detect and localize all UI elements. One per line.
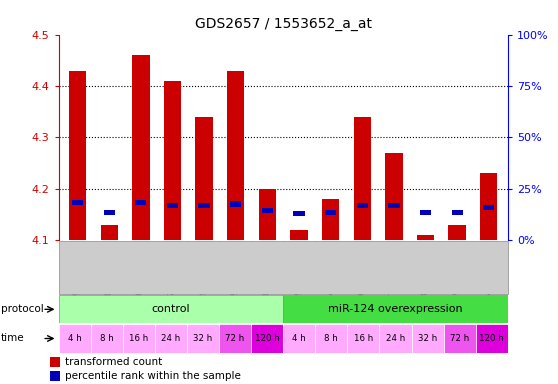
Text: control: control xyxy=(152,304,190,314)
Text: GSM143394: GSM143394 xyxy=(195,245,204,296)
Text: 120 h: 120 h xyxy=(255,334,280,343)
Bar xyxy=(475,324,508,353)
Text: GSM143388: GSM143388 xyxy=(100,245,109,296)
Text: miR-124 overexpression: miR-124 overexpression xyxy=(328,304,463,314)
Title: GDS2657 / 1553652_a_at: GDS2657 / 1553652_a_at xyxy=(195,17,372,31)
Bar xyxy=(290,230,307,240)
Text: 4 h: 4 h xyxy=(292,334,306,343)
Bar xyxy=(251,324,283,353)
Bar xyxy=(325,210,336,215)
Text: 24 h: 24 h xyxy=(161,334,180,343)
Bar xyxy=(385,153,403,240)
Bar xyxy=(132,55,150,240)
Text: 32 h: 32 h xyxy=(194,334,213,343)
Text: GSM143396: GSM143396 xyxy=(227,245,235,296)
Text: GSM143397: GSM143397 xyxy=(480,245,489,296)
Bar xyxy=(444,324,475,353)
Text: GSM143392: GSM143392 xyxy=(163,245,172,296)
Bar xyxy=(199,203,210,208)
Bar xyxy=(187,324,219,353)
Bar xyxy=(357,203,368,208)
Bar xyxy=(230,202,242,207)
Bar xyxy=(262,208,273,213)
Text: GSM143395: GSM143395 xyxy=(448,245,457,296)
Bar xyxy=(283,324,315,353)
Bar xyxy=(417,235,434,240)
Bar xyxy=(451,210,463,215)
Bar xyxy=(155,324,187,353)
Bar xyxy=(104,210,115,215)
Bar xyxy=(420,210,431,215)
Bar xyxy=(59,324,90,353)
Text: time: time xyxy=(1,333,25,344)
Text: 8 h: 8 h xyxy=(324,334,338,343)
Bar xyxy=(354,117,371,240)
Bar xyxy=(259,189,276,240)
Text: GSM143386: GSM143386 xyxy=(69,245,78,296)
Text: 16 h: 16 h xyxy=(354,334,373,343)
Bar xyxy=(283,295,508,323)
Text: 16 h: 16 h xyxy=(129,334,148,343)
Text: 8 h: 8 h xyxy=(100,334,114,343)
Bar xyxy=(50,371,60,381)
Bar xyxy=(294,211,305,216)
Text: GSM143390: GSM143390 xyxy=(132,245,141,296)
Text: percentile rank within the sample: percentile rank within the sample xyxy=(65,371,241,381)
Text: GSM143398: GSM143398 xyxy=(258,245,267,296)
Bar xyxy=(227,71,244,240)
Text: GSM143385: GSM143385 xyxy=(290,245,299,296)
Text: GSM143393: GSM143393 xyxy=(416,245,426,296)
Bar xyxy=(347,324,379,353)
Bar xyxy=(315,324,347,353)
Bar xyxy=(480,173,498,240)
Text: 72 h: 72 h xyxy=(225,334,244,343)
Text: 72 h: 72 h xyxy=(450,334,469,343)
Bar xyxy=(135,200,147,205)
Text: 32 h: 32 h xyxy=(418,334,437,343)
Bar xyxy=(123,324,155,353)
Bar xyxy=(50,357,60,367)
Bar xyxy=(69,71,86,240)
Text: 4 h: 4 h xyxy=(68,334,81,343)
Bar xyxy=(388,203,400,208)
Bar xyxy=(72,200,83,205)
Bar xyxy=(167,203,178,208)
Text: GSM143389: GSM143389 xyxy=(353,245,362,296)
Bar xyxy=(483,205,494,210)
Bar xyxy=(100,225,118,240)
Text: 120 h: 120 h xyxy=(479,334,504,343)
Text: 24 h: 24 h xyxy=(386,334,405,343)
Text: GSM143391: GSM143391 xyxy=(385,245,394,296)
Bar xyxy=(195,117,213,240)
Text: protocol: protocol xyxy=(1,304,44,314)
Bar xyxy=(449,225,466,240)
Bar xyxy=(163,81,181,240)
Bar xyxy=(379,324,411,353)
Bar xyxy=(219,324,251,353)
Bar xyxy=(322,199,339,240)
Bar xyxy=(59,295,283,323)
Bar xyxy=(90,324,123,353)
Text: GSM143387: GSM143387 xyxy=(321,245,331,296)
Bar xyxy=(411,324,444,353)
Text: transformed count: transformed count xyxy=(65,357,162,367)
